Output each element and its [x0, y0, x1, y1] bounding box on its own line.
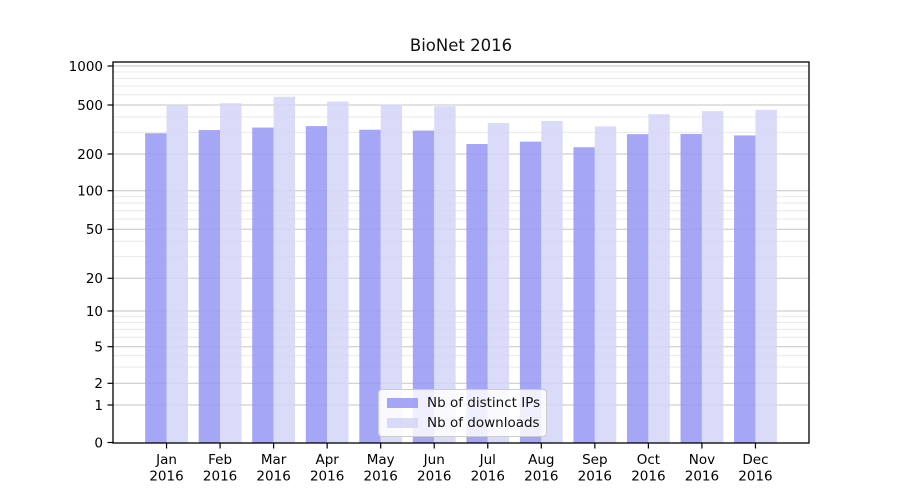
- x-tick-label-month: Mar: [261, 452, 287, 468]
- y-tick-label: 1: [94, 398, 103, 414]
- bar: [648, 114, 670, 444]
- bar: [541, 120, 563, 443]
- x-tick-label-year: 2016: [417, 469, 451, 485]
- y-tick-label: 10: [86, 304, 103, 320]
- x-tick-label-year: 2016: [685, 469, 719, 485]
- legend-item-distinct-ips: Nb of distinct IPs: [387, 393, 540, 413]
- x-tick-label-year: 2016: [738, 469, 772, 485]
- x-tick-label-month: Jul: [479, 452, 496, 468]
- x-axis: Jan2016Feb2016Mar2016Apr2016May2016Jun20…: [149, 443, 773, 485]
- x-tick-label-year: 2016: [364, 469, 398, 485]
- bar: [755, 109, 777, 444]
- y-axis: 0 1 2 5 10 20 50 100 200 500 1000: [69, 59, 113, 451]
- bar: [166, 105, 188, 443]
- bar: [198, 130, 221, 443]
- bar: [145, 133, 167, 443]
- bar: [487, 123, 510, 444]
- bar: [305, 126, 328, 444]
- x-tick-label-month: Nov: [689, 452, 715, 468]
- x-tick-label-year: 2016: [578, 469, 612, 485]
- x-tick-label-month: Oct: [637, 452, 660, 468]
- y-tick-label: 20: [86, 271, 103, 287]
- bar: [519, 141, 542, 443]
- bar: [626, 134, 649, 443]
- bar: [734, 135, 756, 443]
- bar: [434, 106, 456, 444]
- bar: [359, 129, 381, 444]
- legend-label-downloads: Nb of downloads: [427, 415, 540, 431]
- bar: [380, 104, 403, 444]
- bar: [220, 103, 242, 443]
- legend-label-distinct-ips: Nb of distinct IPs: [427, 395, 541, 411]
- y-tick-label: 0: [94, 435, 103, 451]
- x-tick-label-year: 2016: [631, 469, 665, 485]
- bar: [327, 101, 349, 443]
- x-tick-label-month: Jan: [155, 452, 177, 468]
- x-tick-label-month: Dec: [742, 452, 768, 468]
- y-tick-label: 200: [77, 147, 103, 163]
- x-tick-label-year: 2016: [524, 469, 558, 485]
- bar: [273, 96, 296, 444]
- x-tick-label-year: 2016: [149, 469, 183, 485]
- y-tick-label: 500: [77, 98, 103, 114]
- y-tick-label: 5: [94, 340, 103, 356]
- bar: [680, 133, 702, 444]
- bar: [412, 130, 435, 444]
- x-tick-label-year: 2016: [310, 469, 344, 485]
- x-tick-label-year: 2016: [203, 469, 237, 485]
- x-tick-label-month: Sep: [582, 452, 607, 468]
- y-tick-label: 1000: [69, 59, 103, 75]
- legend-swatch-downloads: [387, 418, 418, 428]
- y-tick-label: 50: [86, 222, 103, 238]
- series-distinct-ips: [145, 126, 756, 444]
- bar: [701, 111, 724, 443]
- bar: [252, 127, 274, 444]
- bar: [594, 126, 617, 443]
- x-tick-label-month: Feb: [208, 452, 232, 468]
- legend-item-downloads: Nb of downloads: [387, 413, 540, 433]
- x-tick-label-month: Jun: [423, 452, 445, 468]
- bar: [573, 147, 595, 443]
- bar: [466, 144, 488, 444]
- legend-swatch-distinct-ips: [387, 398, 418, 408]
- plot-border: [112, 61, 810, 444]
- x-tick-label-month: Apr: [315, 452, 339, 468]
- legend: Nb of distinct IPs Nb of downloads: [378, 389, 547, 437]
- x-tick-label-month: May: [367, 452, 395, 468]
- y-tick-label: 100: [77, 184, 103, 200]
- series-downloads: [166, 96, 777, 444]
- x-tick-label-year: 2016: [256, 469, 290, 485]
- y-tick-label: 2: [94, 376, 103, 392]
- x-tick-label-year: 2016: [471, 469, 505, 485]
- chart-title: BioNet 2016: [409, 36, 513, 55]
- x-tick-label-month: Aug: [528, 452, 554, 468]
